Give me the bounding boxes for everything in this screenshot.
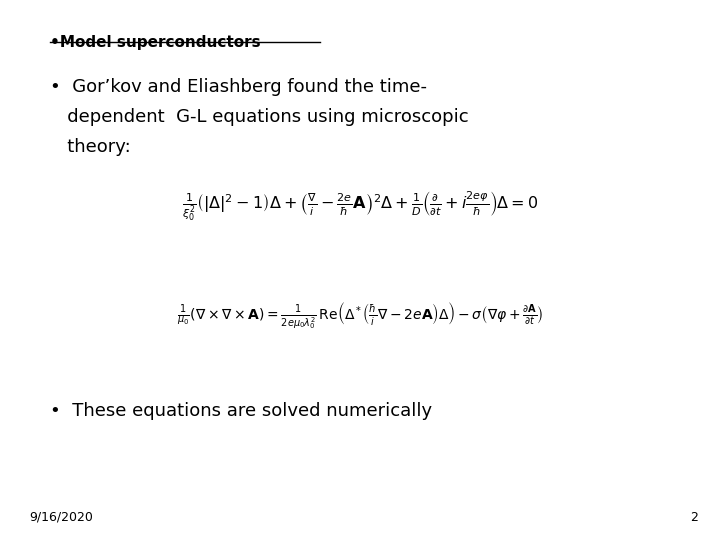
Text: dependent  G-L equations using microscopic: dependent G-L equations using microscopi… xyxy=(50,108,469,126)
Text: $\frac{1}{\mu_0}\left(\nabla\times\nabla\times\mathbf{A}\right) = \frac{1}{2e\mu: $\frac{1}{\mu_0}\left(\nabla\times\nabla… xyxy=(176,300,544,330)
Text: 9/16/2020: 9/16/2020 xyxy=(29,511,93,524)
Text: •  Gor’kov and Eliashberg found the time-: • Gor’kov and Eliashberg found the time- xyxy=(50,78,428,96)
Text: •  These equations are solved numerically: • These equations are solved numerically xyxy=(50,402,433,420)
Text: $\frac{1}{\xi_0^2}\left(|\Delta|^2 - 1\right)\Delta + \left(\frac{\nabla}{i} - \: $\frac{1}{\xi_0^2}\left(|\Delta|^2 - 1\r… xyxy=(181,190,539,224)
Text: theory:: theory: xyxy=(50,138,131,156)
Text: •Model superconductors: •Model superconductors xyxy=(50,35,261,50)
Text: 2: 2 xyxy=(690,511,698,524)
